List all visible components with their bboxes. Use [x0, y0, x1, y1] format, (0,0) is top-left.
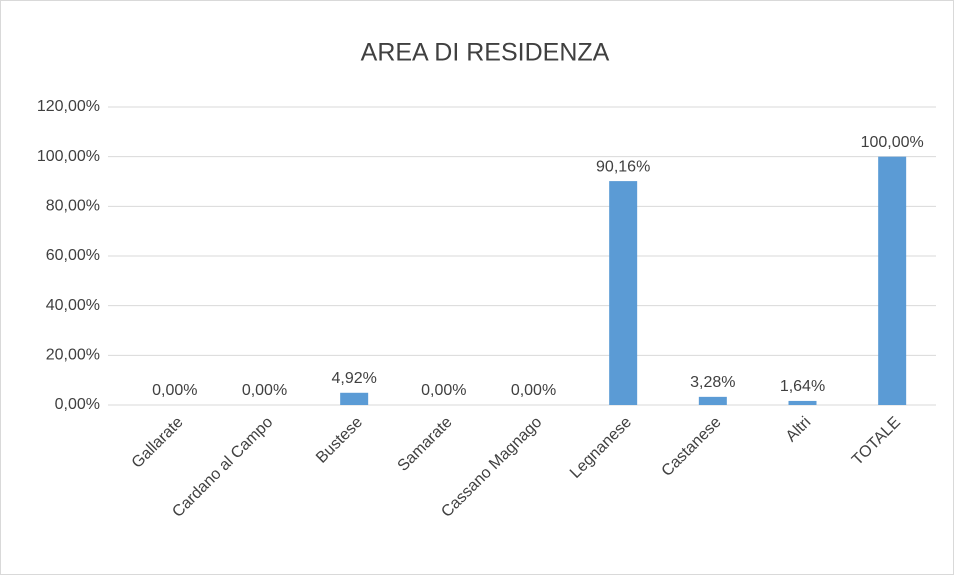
y-tick-label: 120,00%	[37, 98, 100, 115]
y-tick-label: 100,00%	[37, 148, 100, 165]
bar	[609, 181, 638, 405]
bar	[878, 156, 907, 405]
y-tick-label: 0,00%	[55, 396, 100, 413]
value-label: 90,16%	[596, 158, 650, 175]
value-label: 0,00%	[511, 382, 556, 399]
value-label: 4,92%	[331, 370, 376, 387]
value-label: 1,64%	[780, 378, 825, 395]
y-tick-label: 20,00%	[46, 347, 100, 364]
y-tick-label: 80,00%	[46, 198, 100, 215]
value-label: 3,28%	[690, 374, 735, 391]
bar	[698, 396, 727, 405]
y-tick-label: 60,00%	[46, 247, 100, 264]
chart-title: AREA DI RESIDENZA	[361, 39, 610, 67]
bar	[788, 400, 817, 405]
bar	[340, 392, 369, 405]
y-tick-label: 40,00%	[46, 297, 100, 314]
value-label: 100,00%	[861, 134, 924, 151]
value-label: 0,00%	[152, 382, 197, 399]
value-label: 0,00%	[242, 382, 287, 399]
value-label: 0,00%	[421, 382, 466, 399]
